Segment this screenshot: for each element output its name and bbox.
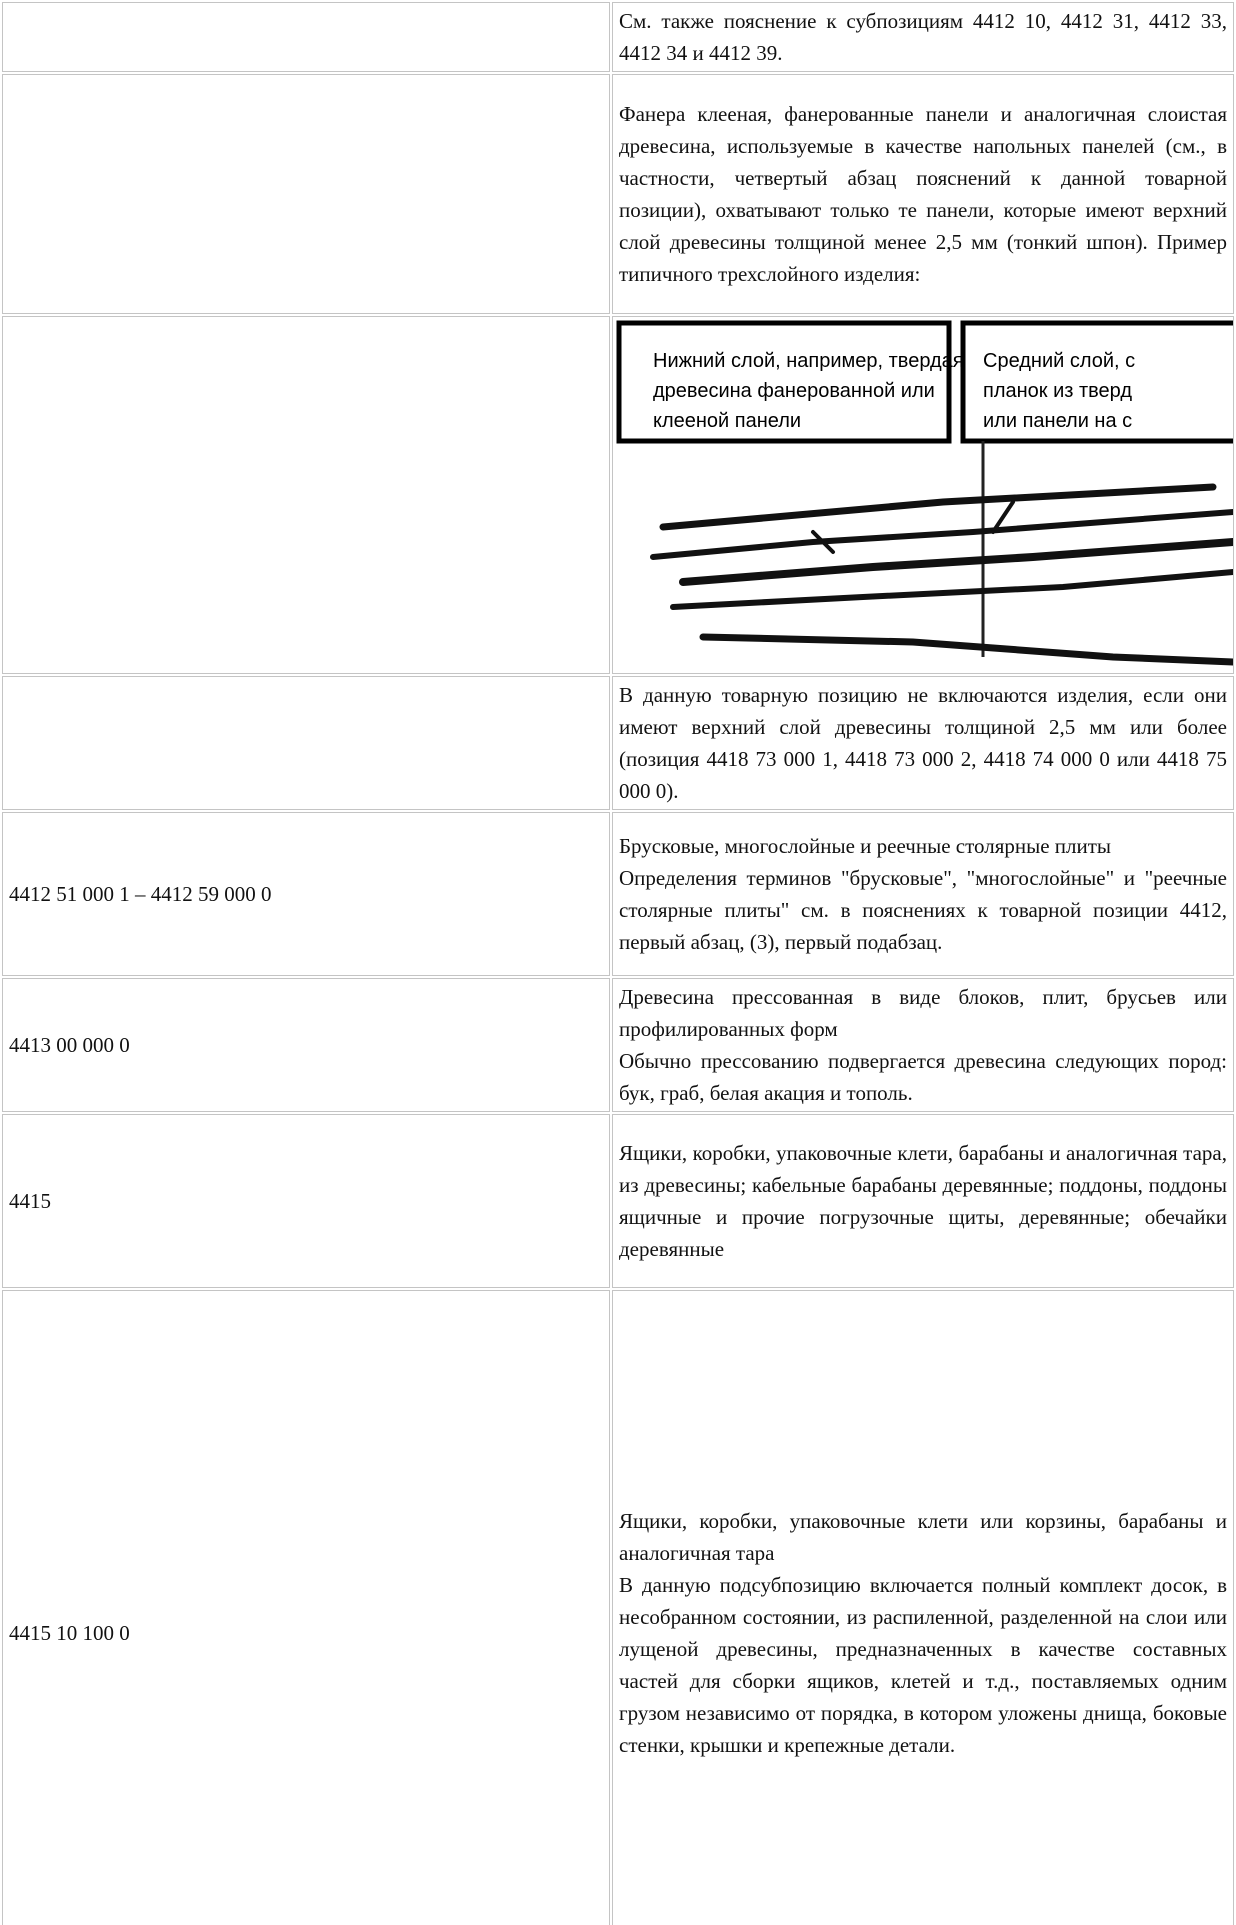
code-cell: 4415 — [2, 1114, 610, 1288]
table-row: 4415 Ящики, коробки, упаковочные клети, б… — [2, 1114, 1234, 1288]
code-text: 4413 00 000 0 — [9, 1033, 130, 1057]
figure-label: Нижний слой, например, твердая древесина … — [653, 350, 964, 432]
text-cell: В данную товарную позицию не включаются … — [612, 676, 1234, 810]
paragraph: Фанера клееная, фанерованные панели и ан… — [619, 102, 1227, 286]
table-row: В данную товарную позицию не включаются … — [2, 676, 1234, 810]
code-cell — [2, 676, 610, 810]
text-cell: Ящики, коробки, упаковочные клети, бараб… — [612, 1114, 1234, 1288]
text-cell: Нижний слой, например, твердая древесина … — [612, 316, 1234, 674]
code-text: 4415 10 100 0 — [9, 1620, 130, 1645]
text-cell: Ящики, коробки, упаковочные клети или ко… — [612, 1290, 1234, 1925]
text-cell: Древесина прессованная в виде блоков, пл… — [612, 978, 1234, 1112]
text-cell: См. также пояснение к субпозициям 4412 1… — [612, 2, 1234, 72]
code-text: 4415 — [9, 1189, 51, 1213]
paragraph: Древесина прессованная в виде блоков, пл… — [619, 985, 1227, 1041]
text-cell: Брусковые, многослойные и реечные столяр… — [612, 812, 1234, 976]
figure-label: Средний слой, с планок из тверд или панели… — [983, 350, 1135, 432]
paragraph: Обычно прессованию подвергается древесин… — [619, 1049, 1227, 1105]
paragraph: Определения терминов "брусковые", "много… — [619, 866, 1227, 954]
code-cell — [2, 2, 610, 72]
code-text: 4412 51 000 1 – 4412 59 000 0 — [9, 882, 272, 906]
code-cell — [2, 316, 610, 674]
paragraph: В данную товарную позицию не включаются … — [619, 683, 1227, 803]
code-cell — [2, 74, 610, 314]
paragraph: См. также пояснение к субпозициям 4412 1… — [619, 9, 1227, 65]
text-cell: Фанера клееная, фанерованные панели и ан… — [612, 74, 1234, 314]
figure: Нижний слой, например, твердая древесина … — [616, 320, 1233, 666]
paragraph: Брусковые, многослойные и реечные столяр… — [619, 834, 1112, 858]
table-row: 4412 51 000 1 – 4412 59 000 0 Брусковые, … — [2, 812, 1234, 976]
table-row: 4415 10 100 0 Ящики, коробки, упаковочные… — [2, 1290, 1234, 1925]
code-cell: 4415 10 100 0 — [2, 1290, 610, 1925]
table-row: Нижний слой, например, твердая древесина … — [2, 316, 1234, 674]
table-row: См. также пояснение к субпозициям 4412 1… — [2, 2, 1234, 72]
table-row: Фанера клееная, фанерованные панели и ан… — [2, 74, 1234, 314]
paragraph: В данную подсубпозицию включается полный… — [619, 1572, 1227, 1757]
code-cell: 4413 00 000 0 — [2, 978, 610, 1112]
paragraph: Ящики, коробки, упаковочные клети, бараб… — [619, 1141, 1227, 1261]
code-cell: 4412 51 000 1 – 4412 59 000 0 — [2, 812, 610, 976]
table-row: 4413 00 000 0 Древесина прессованная в ви… — [2, 978, 1234, 1112]
paragraph: Ящики, коробки, упаковочные клети или ко… — [619, 1508, 1227, 1565]
